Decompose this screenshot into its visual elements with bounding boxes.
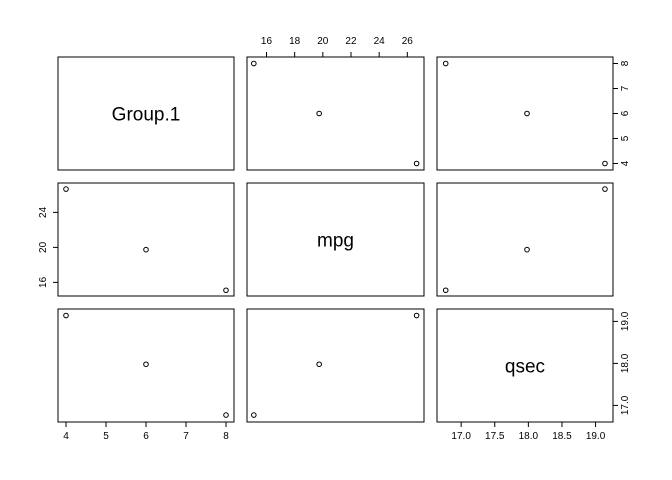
right-tick-label-qsec-1: 18.0	[620, 353, 631, 373]
bottom-tick-label-group1-2: 6	[143, 431, 149, 442]
point-0-1-1	[316, 110, 322, 117]
point-1-2-2	[442, 287, 449, 294]
bottom-tick-label-group1-0: 4	[63, 431, 69, 442]
top-tick-label-mpg-4: 24	[374, 36, 386, 47]
point-2-1-2	[251, 412, 257, 418]
point-2-1-0	[413, 312, 420, 319]
diag-label-Group.1: Group.1	[112, 105, 181, 126]
right-tick-label-qsec-0: 17.0	[620, 395, 631, 415]
right-tick-label-group1-2: 6	[620, 110, 631, 116]
panel-1-1	[246, 182, 425, 297]
top-tick-label-mpg-1: 18	[289, 36, 301, 47]
left-tick-label-mpg-2: 24	[38, 206, 49, 218]
top-tick-label-mpg-0: 16	[261, 36, 273, 47]
point-0-2-1	[524, 110, 530, 117]
diag-label-qsec: qsec	[505, 357, 545, 378]
right-tick-label-group1-1: 5	[620, 135, 631, 141]
bottom-tick-label-group1-3: 7	[183, 431, 189, 442]
left-tick-label-mpg-0: 16	[38, 276, 49, 288]
bottom-tick-label-qsec-0: 17.0	[451, 431, 471, 442]
bottom-tick-label-qsec-1: 17.5	[485, 431, 505, 442]
right-tick-label-group1-0: 4	[620, 160, 631, 166]
point-0-1-2	[251, 60, 257, 67]
point-0-1-0	[413, 160, 420, 167]
point-2-0-2	[223, 412, 229, 418]
point-1-0-2	[223, 287, 229, 294]
panel-2-0	[57, 308, 235, 423]
bottom-tick-label-group1-4: 8	[223, 431, 229, 442]
top-tick-label-mpg-5: 26	[402, 36, 414, 47]
bottom-tick-label-qsec-4: 19.0	[586, 431, 606, 442]
point-1-0-1	[143, 246, 149, 253]
top-tick-label-mpg-3: 22	[345, 36, 357, 47]
bottom-tick-label-qsec-3: 18.5	[552, 431, 572, 442]
diag-label-mpg: mpg	[317, 231, 354, 252]
bottom-tick-label-qsec-2: 18.0	[519, 431, 539, 442]
point-0-2-0	[602, 160, 608, 167]
point-2-0-0	[63, 312, 69, 319]
point-2-0-1	[143, 361, 149, 368]
left-tick-label-mpg-1: 20	[38, 241, 49, 253]
point-1-2-0	[602, 186, 608, 192]
panel-2-1	[246, 308, 425, 423]
right-tick-label-qsec-2: 19.0	[620, 311, 631, 331]
panel-0-1	[246, 56, 425, 171]
bottom-tick-label-group1-1: 5	[103, 431, 109, 442]
panel-1-0	[57, 182, 235, 297]
panel-1-2	[436, 182, 614, 297]
point-1-2-1	[524, 246, 530, 253]
top-tick-label-mpg-2: 20	[317, 36, 329, 47]
right-tick-label-group1-4: 8	[620, 60, 631, 66]
panel-0-0	[57, 56, 235, 171]
right-tick-label-group1-3: 7	[620, 85, 631, 91]
point-1-0-0	[63, 186, 69, 192]
point-0-2-2	[442, 60, 449, 67]
point-2-1-1	[316, 361, 322, 368]
